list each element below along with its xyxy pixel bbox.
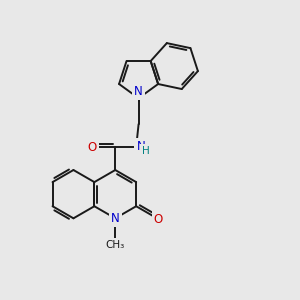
Text: CH₃: CH₃	[106, 240, 125, 250]
Text: N: N	[136, 140, 145, 153]
Text: O: O	[154, 212, 163, 226]
Text: O: O	[87, 141, 97, 154]
Text: N: N	[134, 85, 143, 98]
Text: N: N	[111, 212, 120, 225]
Text: H: H	[142, 146, 150, 156]
